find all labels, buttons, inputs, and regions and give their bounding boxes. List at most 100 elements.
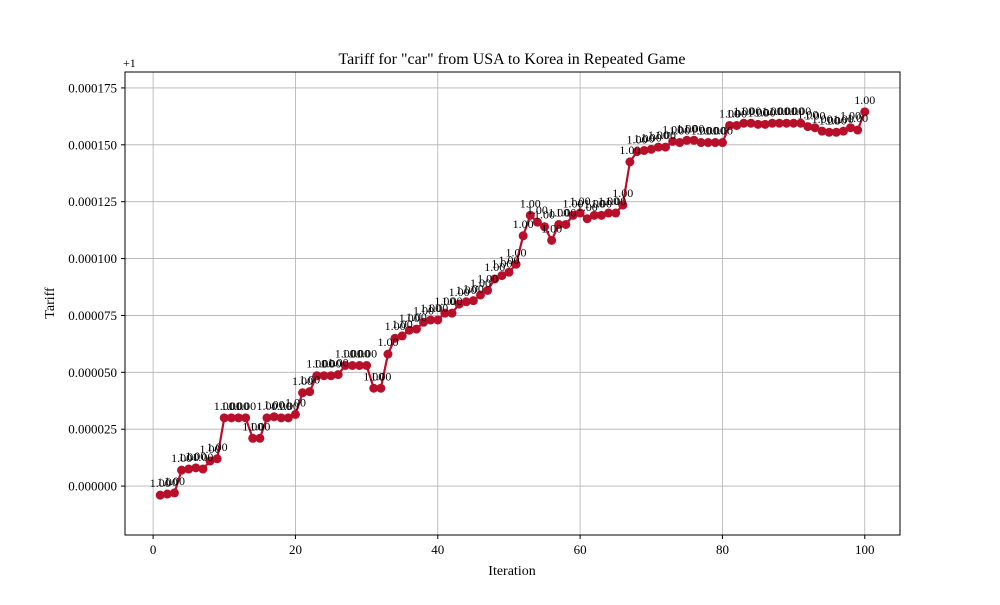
data-label: 1.00 — [256, 399, 277, 413]
y-tick-label: 0.000075 — [68, 308, 117, 323]
series-line-layer — [155, 107, 870, 500]
data-label: 1.00 — [264, 398, 285, 412]
y-tick-label: 0.000175 — [68, 80, 117, 95]
data-label: 1.00 — [534, 208, 555, 222]
data-label: 1.00 — [698, 124, 719, 138]
data-label: 1.00 — [299, 373, 320, 387]
data-label: 1.00 — [619, 143, 640, 157]
data-label: 1.00 — [740, 104, 761, 118]
x-tick-label: 60 — [574, 542, 587, 557]
data-point — [653, 142, 663, 152]
data-point — [376, 383, 386, 393]
data-point — [860, 107, 870, 117]
data-label: 1.00 — [555, 205, 576, 219]
y-axis-label: Tariff — [43, 287, 58, 319]
data-point — [248, 433, 258, 443]
data-point — [732, 120, 742, 130]
data-label: 1.00 — [285, 395, 306, 409]
data-point — [255, 433, 265, 443]
data-point — [668, 136, 678, 146]
grid — [125, 72, 900, 535]
data-point — [547, 235, 557, 245]
data-label: 1.00 — [470, 276, 491, 290]
data-label: 1.00 — [313, 357, 334, 371]
data-label: 1.00 — [342, 347, 363, 361]
data-label: 1.00 — [833, 112, 854, 126]
data-label: 1.00 — [634, 131, 655, 145]
data-label: 1.00 — [819, 113, 840, 127]
y-tick-label: 0.000125 — [68, 194, 117, 209]
data-point — [810, 123, 820, 133]
data-point — [298, 388, 308, 398]
data-point — [177, 465, 187, 475]
data-label: 1.00 — [157, 475, 178, 489]
data-point — [853, 125, 863, 135]
data-point — [212, 454, 222, 464]
data-point — [490, 274, 500, 284]
data-point — [746, 118, 756, 128]
data-label: 1.00 — [214, 399, 235, 413]
data-point — [290, 409, 300, 419]
x-tick-label: 80 — [716, 542, 729, 557]
data-point — [162, 489, 172, 499]
data-label: 1.00 — [356, 347, 377, 361]
data-label: 1.00 — [598, 194, 619, 208]
data-label: 1.00 — [748, 105, 769, 119]
data-point — [739, 118, 749, 128]
data-label: 1.00 — [442, 294, 463, 308]
data-label: 1.00 — [513, 217, 534, 231]
data-label: 1.00 — [413, 303, 434, 317]
data-label: 1.00 — [328, 356, 349, 370]
data-point — [753, 119, 763, 129]
data-label: 1.00 — [228, 399, 249, 413]
data-point — [675, 138, 685, 148]
data-point — [725, 120, 735, 130]
data-point — [789, 118, 799, 128]
data-point — [589, 210, 599, 220]
data-point — [518, 231, 528, 241]
data-point — [767, 118, 777, 128]
data-label: 1.00 — [449, 285, 470, 299]
data-point — [639, 145, 649, 155]
data-label: 1.00 — [271, 399, 292, 413]
data-point — [269, 412, 279, 422]
data-point — [838, 126, 848, 136]
data-point — [390, 333, 400, 343]
axes: 0 20 40 60 80 100 0.000000 0.000025 0.000050 0.00… — [68, 71, 901, 557]
data-point — [475, 290, 485, 300]
data-label: 1.00 — [385, 319, 406, 333]
y-tick-label: 0.000025 — [68, 422, 117, 437]
data-label: 1.00 — [812, 112, 833, 126]
data-label: 1.00 — [847, 111, 868, 125]
data-label: 1.00 — [456, 283, 477, 297]
data-label: 1.00 — [662, 122, 683, 136]
data-point — [234, 413, 244, 423]
data-label: 1.00 — [826, 113, 847, 127]
data-label: 1.00 — [292, 374, 313, 388]
data-label: 1.00 — [306, 357, 327, 371]
data-point — [155, 490, 165, 500]
data-label: 1.00 — [584, 196, 605, 210]
data-point — [468, 296, 478, 306]
data-point — [205, 456, 215, 466]
y-tick-label: 0.000000 — [68, 479, 117, 494]
data-point — [796, 118, 806, 128]
data-point — [632, 147, 642, 157]
data-label: 1.00 — [691, 124, 712, 138]
data-point — [661, 142, 671, 152]
plot-frame — [124, 71, 901, 536]
data-label: 1.00 — [719, 106, 740, 120]
data-point — [241, 413, 251, 423]
data-label: 1.00 — [577, 200, 598, 214]
data-point — [682, 135, 692, 145]
data-point — [447, 308, 457, 318]
y-tick-label: 0.000050 — [68, 365, 117, 380]
data-point — [169, 488, 179, 498]
data-label: 1.00 — [762, 104, 783, 118]
data-label: 1.00 — [669, 124, 690, 138]
data-label: 1.00 — [655, 128, 676, 142]
data-label: 1.00 — [776, 104, 797, 118]
data-label: 1.00 — [641, 130, 662, 144]
data-label: 1.00 — [498, 253, 519, 267]
